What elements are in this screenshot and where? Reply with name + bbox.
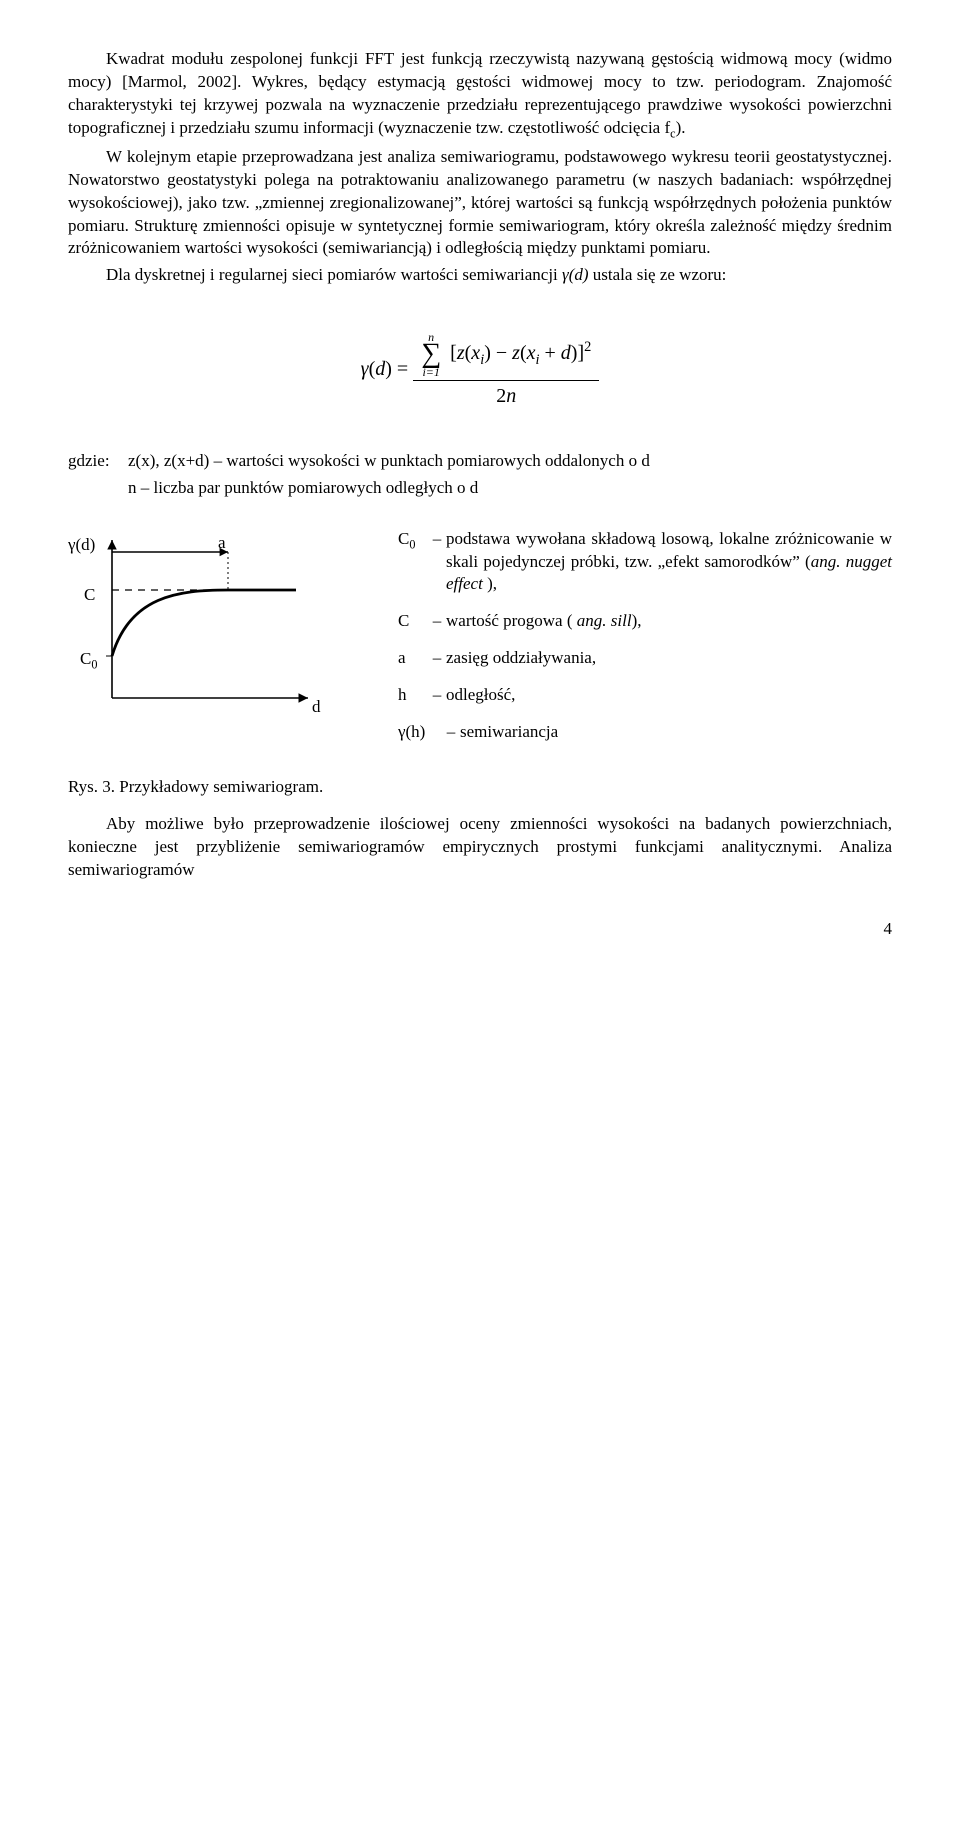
desc-c-text: wartość progowa ( ang. sill), [446,610,892,633]
semivariance-formula: γ(d) = n ∑ i=1 [z(xi) − z(xi + d)]2 2n [68,331,892,409]
desc-h-text: odległość, [446,684,892,707]
semivariogram-svg [68,528,328,728]
formula-fraction: n ∑ i=1 [z(xi) − z(xi + d)]2 2n [413,331,599,409]
desc-gamma: γ(h) – semiwariancja [398,721,892,744]
symbol-descriptions: C0 – podstawa wywołana składową losową, … [368,528,892,759]
y-axis-label: γ(d) [68,534,95,557]
para3b-text: γ(d) [562,265,589,284]
where-line2: n – liczba par punktów pomiarowych odleg… [128,477,892,500]
desc-c0-text: podstawa wywołana składową losową, lokal… [446,528,892,597]
paragraph-2: W kolejnym etapie przeprowadzana jest an… [68,146,892,261]
paragraph-4: Aby możliwe było przeprowadzenie ilościo… [68,813,892,882]
c0-label: C0 [80,648,97,673]
desc-c0: C0 – podstawa wywołana składową losową, … [398,528,892,597]
desc-gamma-text: semiwariancja [460,721,892,744]
c-label: C [84,584,95,607]
paragraph-1: Kwadrat modułu zespolonej funkcji FFT je… [68,48,892,142]
d-axis-label: d [312,696,321,719]
desc-c0-sym: C0 [398,528,428,597]
range-label: a [218,532,226,555]
desc-c: C – wartość progowa ( ang. sill), [398,610,892,633]
desc-h-sym: h [398,684,428,707]
desc-c-dash: – [428,610,446,633]
desc-h: h – odległość, [398,684,892,707]
num-sub2: i [536,352,540,368]
where-line1: z(x), z(x+d) – wartości wysokości w punk… [128,450,892,473]
sum-bot: i=1 [421,366,441,378]
para3a-text: Dla dyskretnej i regularnej sieci pomiar… [106,265,562,284]
para2-text: W kolejnym etapie przeprowadzana jest an… [68,147,892,258]
para3c-text: ustala się ze wzoru: [589,265,727,284]
para1-tail: ). [676,118,686,137]
desc-gamma-sym: γ(h) [398,721,442,744]
where-label: gdzie: [68,450,128,473]
desc-c0-dash: – [428,528,446,597]
desc-a: a – zasięg oddziaływania, [398,647,892,670]
semivariogram-section: γ(d) C C0 a d C0 – podstawa wywołana skł… [68,528,892,759]
formula-lhs-d: (d) [369,358,392,380]
para4-text: Aby możliwe było przeprowadzenie ilościo… [68,814,892,879]
para1-text: Kwadrat modułu zespolonej funkcji FFT je… [68,49,892,137]
desc-gamma-dash: – [442,721,460,744]
sum-sigma: ∑ [421,343,441,365]
semivariogram-diagram: γ(d) C C0 a d [68,528,368,748]
sum-symbol: n ∑ i=1 [421,331,441,377]
where-block: gdzie: z(x), z(x+d) – wartości wysokości… [68,450,892,500]
figure-caption: Rys. 3. Przykładowy semiwariogram. [68,776,892,799]
formula-equals: = [397,358,413,380]
desc-a-text: zasięg oddziaływania, [446,647,892,670]
page-number: 4 [68,918,892,941]
num-sup: 2 [584,339,591,355]
desc-h-dash: – [428,684,446,707]
formula-numerator: n ∑ i=1 [z(xi) − z(xi + d)]2 [413,331,599,380]
desc-c-sym: C [398,610,428,633]
desc-a-sym: a [398,647,428,670]
desc-a-dash: – [428,647,446,670]
formula-gamma: γ [361,358,369,380]
paragraph-3: Dla dyskretnej i regularnej sieci pomiar… [68,264,892,287]
formula-denominator: 2n [413,381,599,410]
